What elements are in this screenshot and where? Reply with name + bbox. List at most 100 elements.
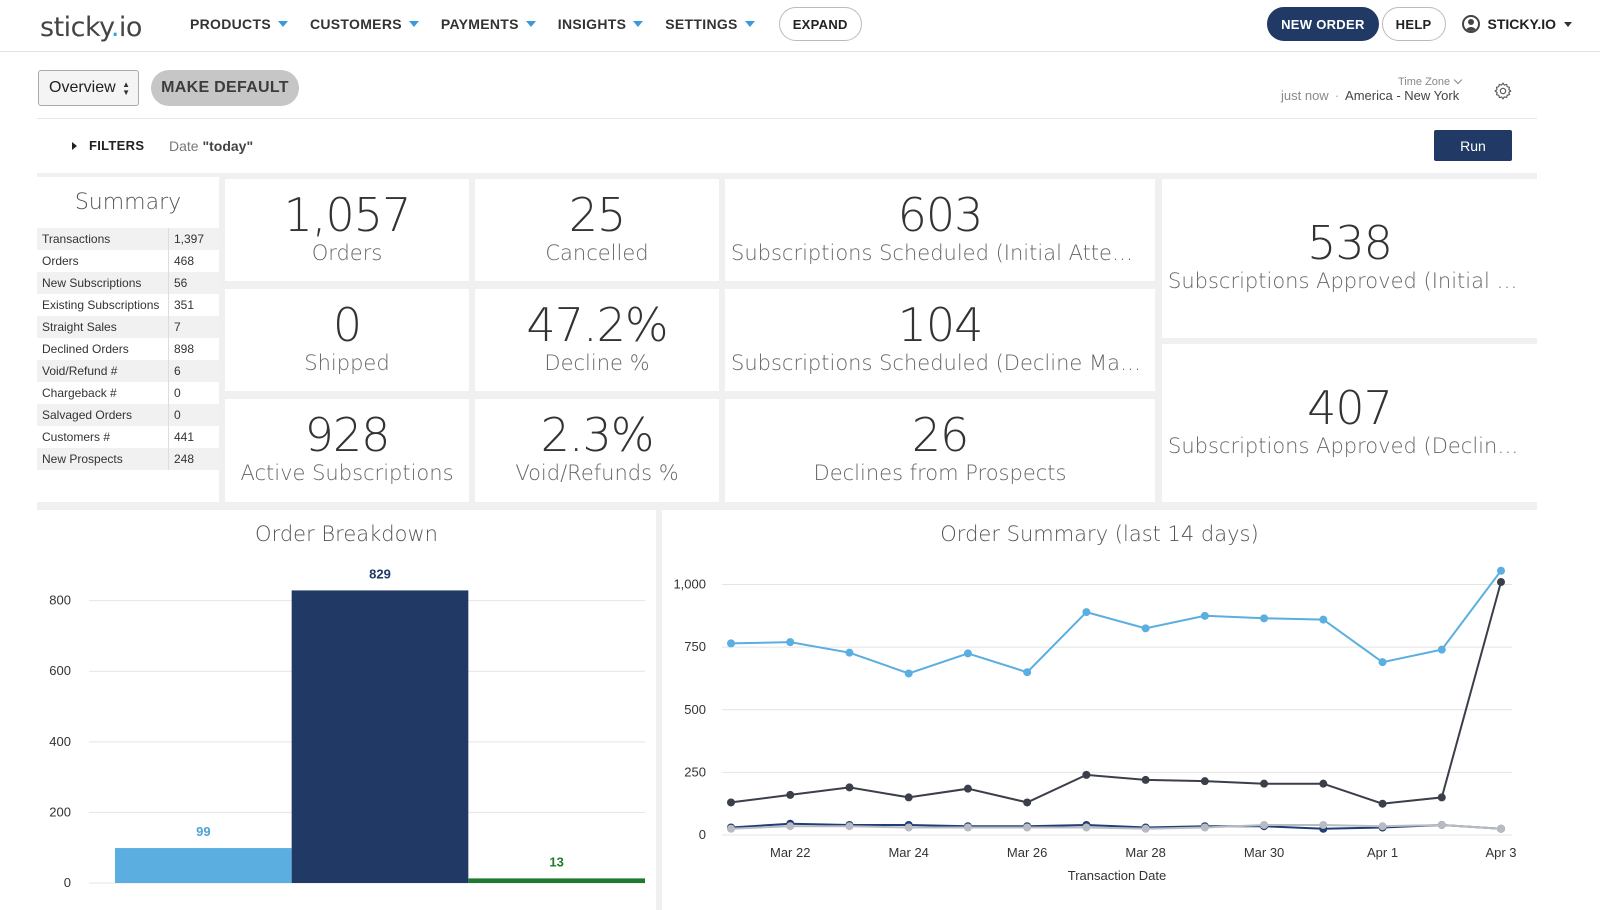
logo[interactable]: sticky.io <box>40 12 142 43</box>
y-tick-label: 0 <box>64 875 71 890</box>
stat-label: Decline % <box>544 351 650 375</box>
nav-customers[interactable]: CUSTOMERS <box>310 16 419 32</box>
make-default-button[interactable]: MAKE DEFAULT <box>151 70 299 106</box>
nav-insights[interactable]: INSIGHTS <box>558 16 644 32</box>
data-point <box>963 823 972 832</box>
help-button[interactable]: HELP <box>1381 7 1446 41</box>
summary-value: 248 <box>174 452 195 466</box>
data-point <box>1437 645 1446 654</box>
summary-value: 0 <box>174 386 181 400</box>
nav-customers-label: CUSTOMERS <box>309 16 402 32</box>
stat-declines-from-prospects: 26 Declines from Prospects <box>725 399 1155 502</box>
last-updated: just now <box>1281 88 1329 103</box>
stat-label: Subscriptions Approved (Initial Atte... <box>1168 269 1537 293</box>
view-select[interactable]: Overview ▲ ▼ <box>38 70 139 106</box>
order-breakdown-title: Order Breakdown <box>255 522 438 546</box>
summary-value: 56 <box>174 276 188 290</box>
data-point <box>727 824 735 833</box>
nav-settings[interactable]: SETTINGS <box>665 16 755 32</box>
data-point <box>1023 823 1032 832</box>
expand-button[interactable]: EXPAND <box>778 7 862 41</box>
summary-row: Salvaged Orders 0 <box>37 404 219 426</box>
data-point <box>1319 615 1328 624</box>
summary-row: Orders 468 <box>37 250 219 272</box>
run-button[interactable]: Run <box>1434 130 1512 161</box>
bar <box>468 878 645 883</box>
y-tick-label: 250 <box>684 764 706 779</box>
summary-row: Straight Sales 7 <box>37 316 219 338</box>
data-point <box>1023 668 1032 677</box>
logo-tail: io <box>118 12 143 43</box>
stat-label: Cancelled <box>545 241 649 265</box>
logo-main: sticky <box>40 12 111 43</box>
stat-value: 928 <box>304 408 391 462</box>
stat-value: 538 <box>1307 216 1393 270</box>
order-breakdown-panel: Order Breakdown 0 200 400 600 800 99 829 13 <box>37 510 656 910</box>
stat-subscriptions-scheduled-decline: 104 Subscriptions Scheduled (Decline Man… <box>725 289 1155 391</box>
stat-subscriptions-approved-initial: 538 Subscriptions Approved (Initial Atte… <box>1162 179 1537 338</box>
data-point <box>1497 578 1505 587</box>
chevron-down-icon <box>1564 21 1572 27</box>
timezone-label-text: Time Zone <box>1398 76 1451 88</box>
nav-settings-label: SETTINGS <box>665 16 738 32</box>
stat-label: Shipped <box>304 351 390 375</box>
stat-value: 603 <box>897 188 984 242</box>
data-point <box>1082 608 1091 617</box>
data-point <box>1200 611 1209 620</box>
summary-label: Orders <box>37 250 169 272</box>
stat-label: Subscriptions Approved (Decline M... <box>1168 434 1537 458</box>
date-filter[interactable]: Date "today" <box>169 138 253 154</box>
data-point <box>845 822 854 831</box>
nav-payments[interactable]: PAYMENTS <box>441 16 536 32</box>
summary-row: Void/Refund # 6 <box>37 360 219 382</box>
data-point <box>786 822 795 831</box>
summary-label: Transactions <box>37 228 169 250</box>
summary-value: 6 <box>174 364 181 378</box>
new-order-button[interactable]: NEW ORDER <box>1267 7 1379 41</box>
y-tick-label: 500 <box>684 702 706 717</box>
data-point <box>904 793 913 802</box>
timezone-row: just now · America - New York <box>1281 88 1459 103</box>
date-filter-label: Date <box>169 138 199 154</box>
stat-subscriptions-approved-decline: 407 Subscriptions Approved (Decline M... <box>1162 344 1537 502</box>
summary-value: 351 <box>174 298 195 312</box>
filters-toggle[interactable]: FILTERS <box>72 138 144 153</box>
summary-value: 1,397 <box>174 232 205 246</box>
bar-data-label: 99 <box>196 824 210 839</box>
data-point <box>1378 799 1387 808</box>
summary-label: Customers # <box>37 426 169 448</box>
date-filter-value: "today" <box>202 138 254 154</box>
timezone-value[interactable]: America - New York <box>1345 88 1460 103</box>
chevron-down-icon <box>744 21 755 27</box>
data-point <box>1437 793 1446 802</box>
bar-data-label: 829 <box>369 566 391 581</box>
data-point <box>1141 775 1150 784</box>
summary-value: 898 <box>174 342 195 356</box>
chart-divider <box>656 505 662 910</box>
bar <box>291 590 469 883</box>
data-point <box>904 669 913 678</box>
gear-icon[interactable] <box>1493 81 1513 101</box>
x-axis-label: Transaction Date <box>1068 868 1167 883</box>
user-menu[interactable]: STICKY.IO <box>1461 15 1572 33</box>
data-point <box>1082 770 1091 779</box>
data-point <box>1260 614 1269 623</box>
nav-products[interactable]: PRODUCTS <box>190 16 288 32</box>
summary-label: New Subscriptions <box>37 272 169 294</box>
timezone-label[interactable]: Time Zone <box>1398 75 1463 88</box>
summary-label: Salvaged Orders <box>37 404 169 426</box>
nav-products-label: PRODUCTS <box>190 16 271 32</box>
summary-value: 0 <box>174 408 181 422</box>
summary-row: New Prospects 248 <box>37 448 219 470</box>
stat-label: Subscriptions Scheduled (Initial Attempt… <box>731 241 1155 265</box>
chevron-down-icon <box>277 21 288 27</box>
x-tick-label: Apr 3 <box>1485 845 1516 860</box>
data-point <box>963 784 972 793</box>
caret-right-icon <box>72 141 77 150</box>
data-point <box>904 823 913 832</box>
stat-value: 26 <box>911 408 970 462</box>
logo-dot: . <box>110 12 120 43</box>
series-line <box>730 581 1502 805</box>
stat-label: Declines from Prospects <box>813 461 1067 485</box>
data-point <box>1497 824 1505 833</box>
